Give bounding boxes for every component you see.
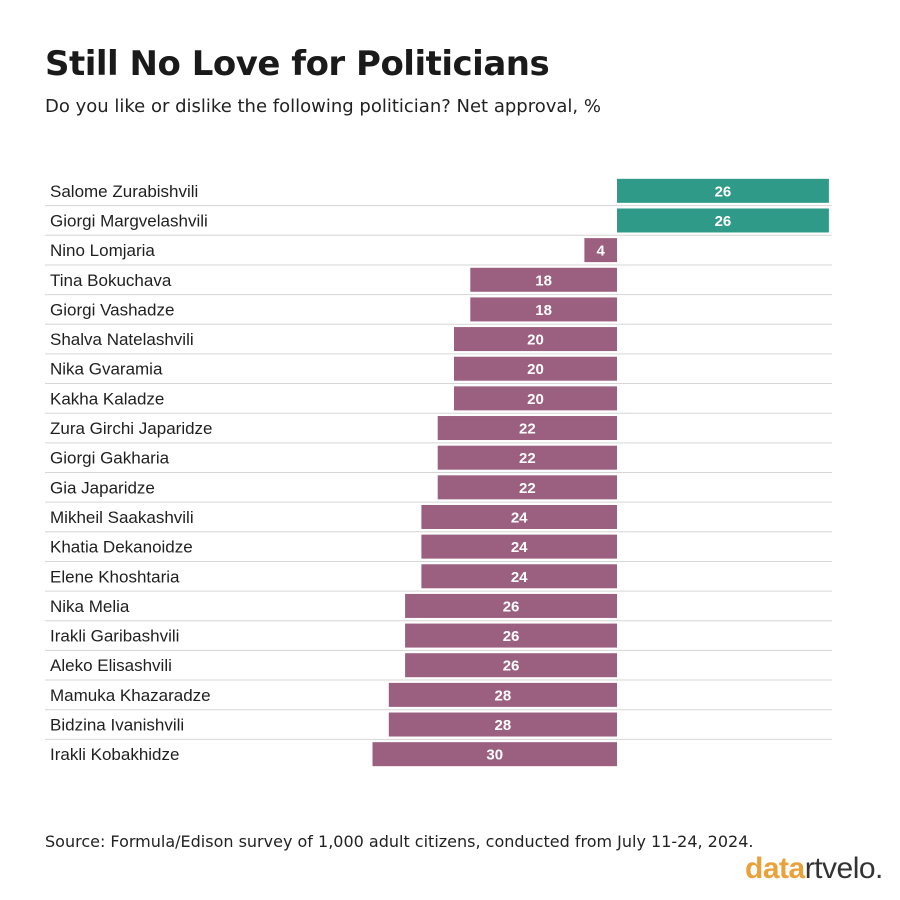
value-label-kakha-kaladze: 20 [527,391,544,408]
bar-nika-melia [405,593,617,618]
bar-tina-bokuchava [470,267,617,292]
bar-nika-gvaramia [454,356,617,381]
datartvelo-logo: datartvelo. [745,852,883,886]
category-label-shalva-natelashvili: Shalva Natelashvili [50,330,194,349]
bar-irakli-garibashvili [405,623,617,648]
value-label-mamuka-khazaradze: 28 [495,687,512,704]
category-label-gia-japaridze: Gia Japaridze [50,478,155,497]
category-label-kakha-kaladze: Kakha Kaladze [50,389,164,408]
category-label-aleko-elisashvili: Aleko Elisashvili [50,656,172,675]
category-label-elene-khoshtaria: Elene Khoshtaria [50,567,180,586]
chart-subtitle: Do you like or dislike the following pol… [45,96,601,117]
category-label-mikheil-saakashvili: Mikheil Saakashvili [50,508,194,527]
value-label-nika-melia: 26 [503,598,520,615]
value-label-zura-girchi-japaridze: 22 [519,421,536,438]
value-label-tina-bokuchava: 18 [535,272,552,289]
value-label-bidzina-ivanishvili: 28 [495,717,512,734]
value-label-giorgi-margvelashvili: 26 [715,213,732,230]
value-label-aleko-elisashvili: 26 [503,658,520,675]
value-label-irakli-garibashvili: 26 [503,628,520,645]
value-label-irakli-kobakhidze: 30 [486,747,503,764]
category-label-salome-zurabishvili: Salome Zurabishvili [50,182,198,201]
bar-giorgi-margvelashvili [617,208,829,233]
bar-giorgi-gakharia [437,445,617,470]
value-label-gia-japaridze: 22 [519,480,536,497]
value-label-elene-khoshtaria: 24 [511,569,528,586]
bar-elene-khoshtaria [421,564,617,589]
value-label-giorgi-gakharia: 22 [519,450,536,467]
bar-zura-girchi-japaridze [437,416,617,441]
category-label-tina-bokuchava: Tina Bokuchava [50,271,172,290]
bar-aleko-elisashvili [405,653,617,678]
source-note: Source: Formula/Edison survey of 1,000 a… [45,832,754,851]
category-label-giorgi-gakharia: Giorgi Gakharia [50,449,170,468]
bar-mamuka-khazaradze [388,682,617,707]
category-label-giorgi-vashadze: Giorgi Vashadze [50,300,174,319]
category-label-bidzina-ivanishvili: Bidzina Ivanishvili [50,716,184,735]
value-label-nino-lomjaria: 4 [597,243,606,260]
bar-khatia-dekanoidze [421,534,617,559]
logo-text-data: data [745,852,805,885]
chart-title: Still No Love for Politicians [45,44,550,84]
bar-gia-japaridze [437,475,617,500]
category-label-zura-girchi-japaridze: Zura Girchi Japaridze [50,419,213,438]
bar-salome-zurabishvili [617,178,829,203]
category-label-mamuka-khazaradze: Mamuka Khazaradze [50,686,211,705]
category-label-irakli-garibashvili: Irakli Garibashvili [50,627,179,646]
category-label-giorgi-margvelashvili: Giorgi Margvelashvili [50,211,208,230]
category-label-nika-gvaramia: Nika Gvaramia [50,360,163,379]
value-label-khatia-dekanoidze: 24 [511,539,528,556]
bar-nino-lomjaria [584,238,617,263]
bar-shalva-natelashvili [454,327,617,352]
category-label-khatia-dekanoidze: Khatia Dekanoidze [50,538,193,557]
bar-bidzina-ivanishvili [388,712,617,737]
logo-text-rtvelo: rtvelo. [804,852,884,885]
category-label-irakli-kobakhidze: Irakli Kobakhidze [50,745,179,764]
value-label-shalva-natelashvili: 20 [527,332,544,349]
category-label-nika-melia: Nika Melia [50,597,130,616]
bar-kakha-kaladze [454,386,617,411]
value-label-giorgi-vashadze: 18 [535,302,552,319]
value-label-nika-gvaramia: 20 [527,361,544,378]
bar-giorgi-vashadze [470,297,617,322]
category-label-nino-lomjaria: Nino Lomjaria [50,241,155,260]
bar-mikheil-saakashvili [421,504,617,529]
value-label-salome-zurabishvili: 26 [715,183,732,200]
bar-irakli-kobakhidze [372,742,617,767]
value-label-mikheil-saakashvili: 24 [511,509,528,526]
